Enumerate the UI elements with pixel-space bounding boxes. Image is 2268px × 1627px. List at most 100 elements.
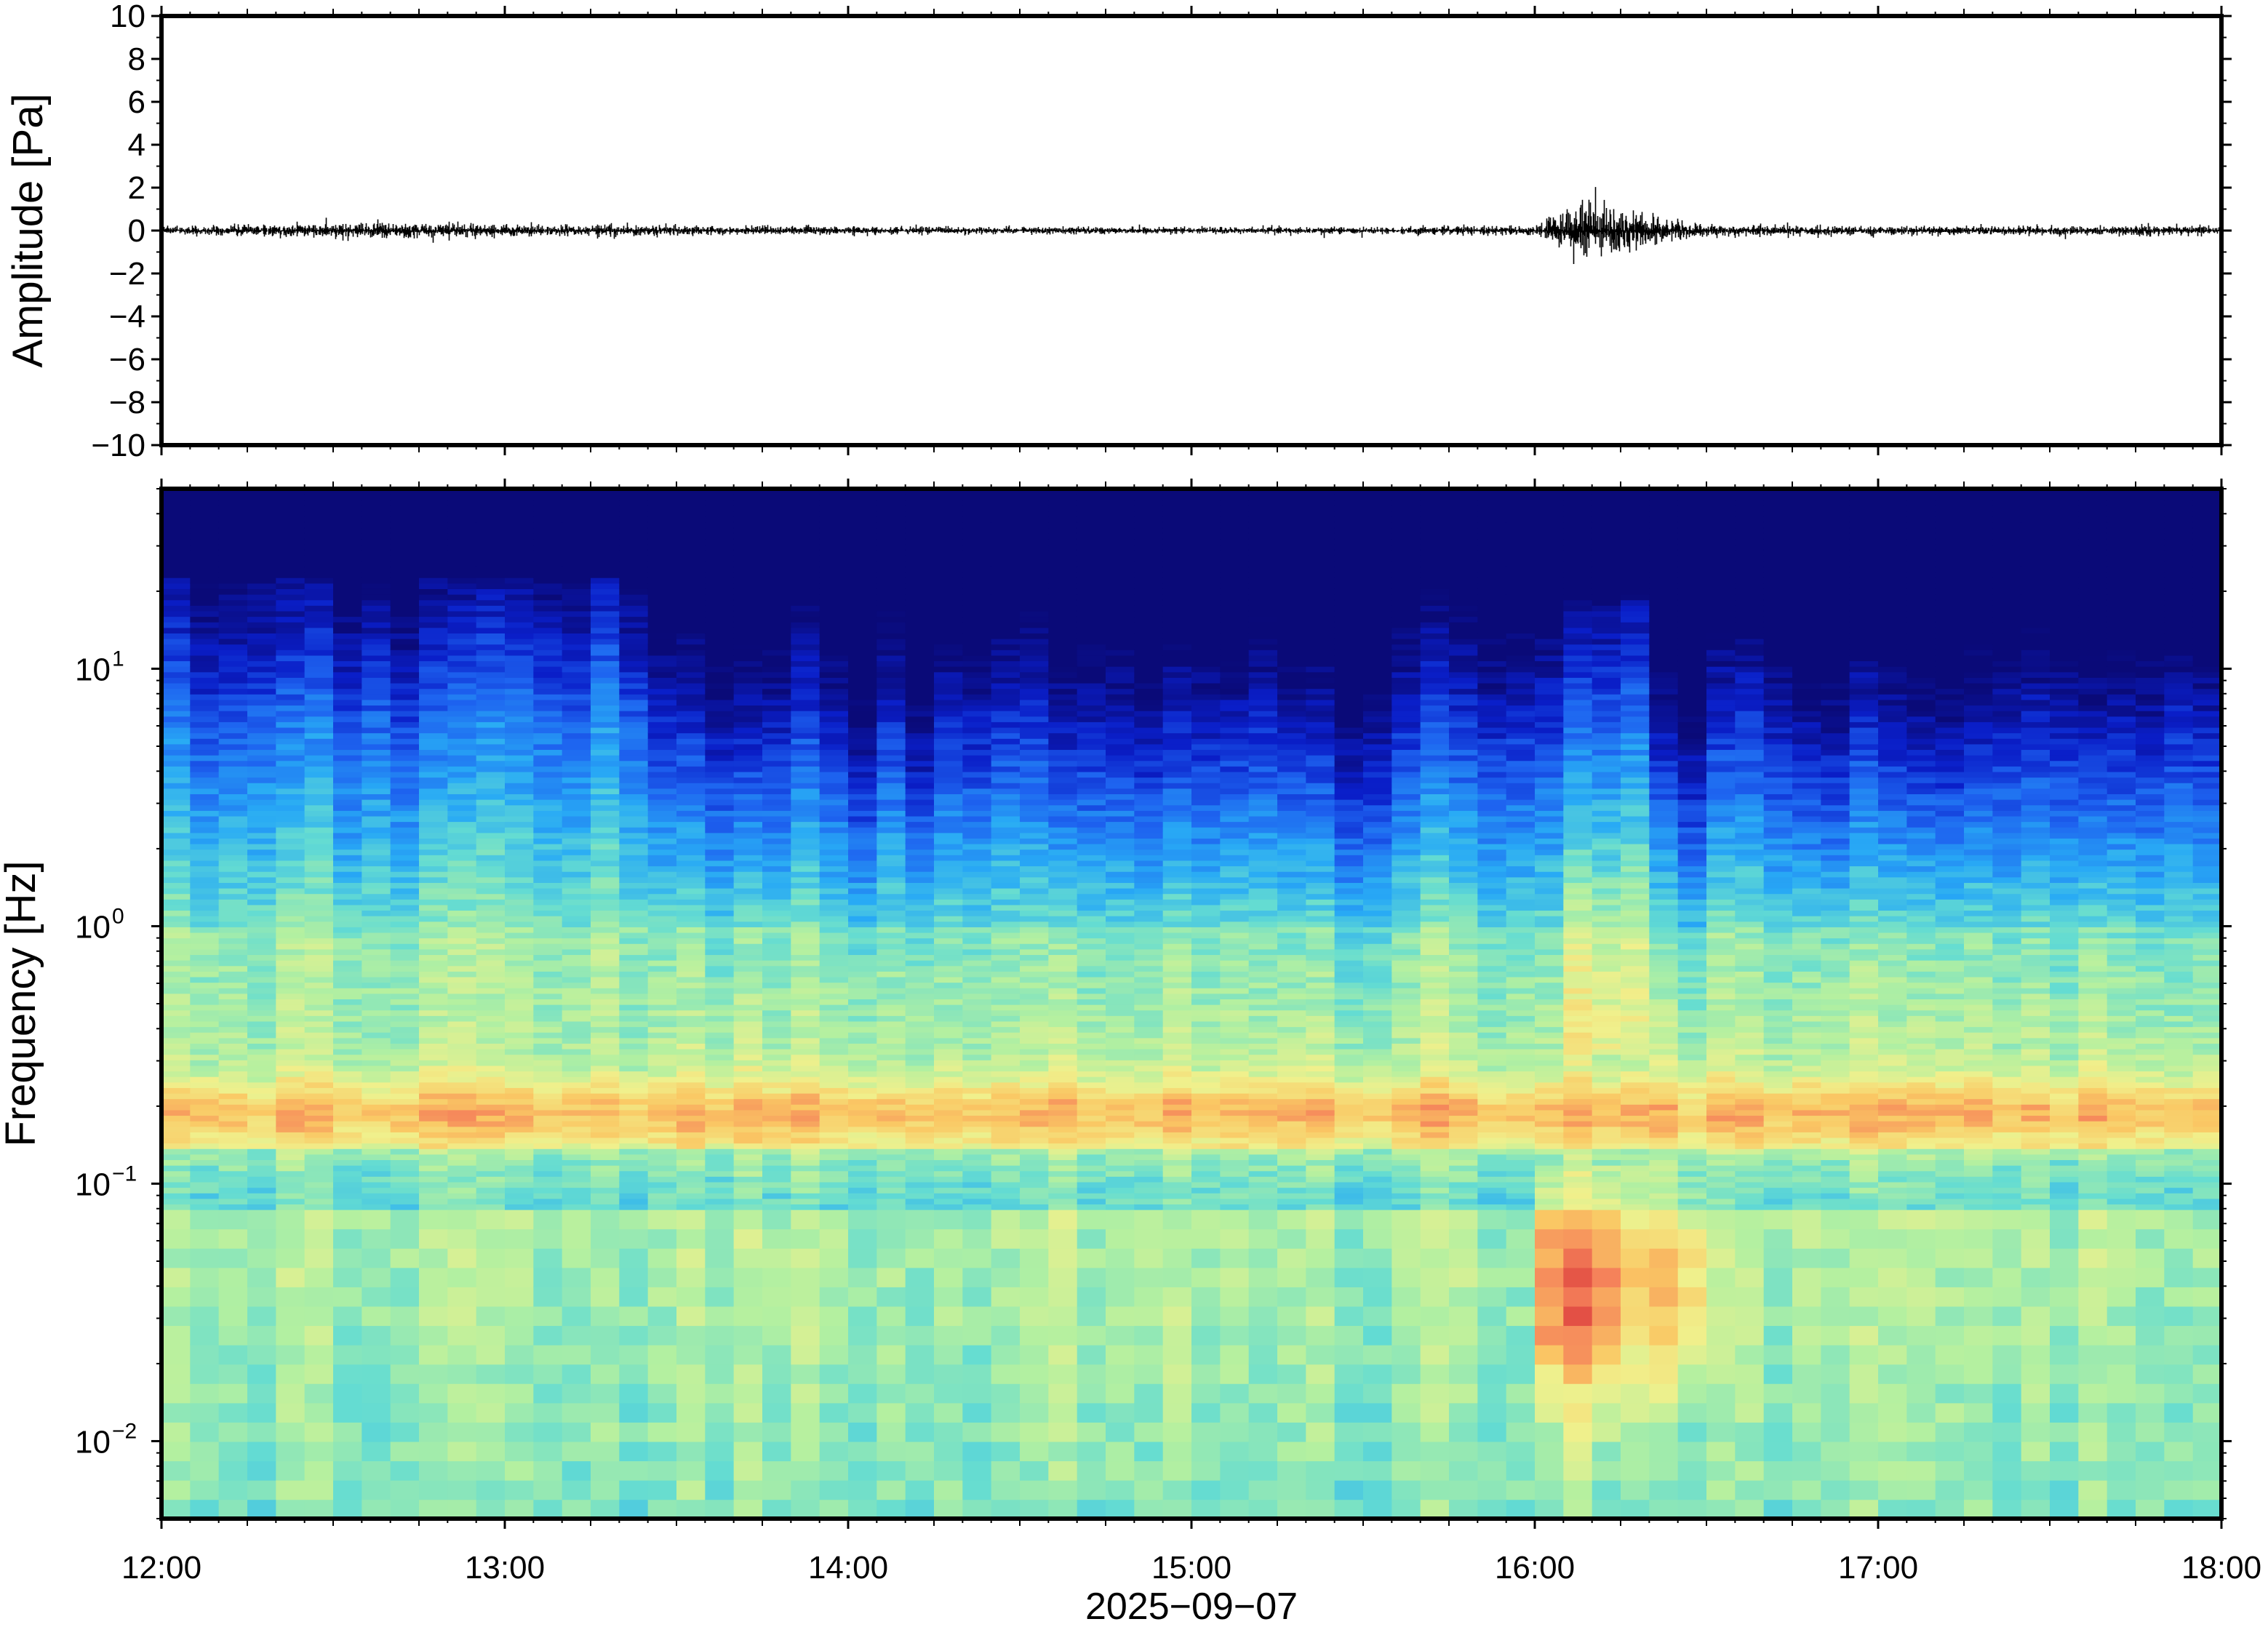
spectrogram-cell — [648, 999, 677, 1004]
spectrogram-cell — [362, 583, 391, 589]
spectrogram-cell — [562, 683, 591, 689]
spectrogram-cell — [419, 943, 448, 949]
spectrogram-cell — [391, 660, 420, 666]
spectrogram-cell — [391, 1060, 420, 1066]
spectrogram-cell — [734, 711, 763, 716]
spectrogram-cell — [705, 916, 734, 922]
spectrogram-cell — [476, 1087, 506, 1093]
spectrogram-cell — [447, 1403, 476, 1423]
spectrogram-cell — [533, 855, 562, 860]
spectrogram-cell — [276, 1026, 305, 1032]
spectrogram-cell — [305, 821, 334, 827]
spectrogram-cell — [962, 1127, 991, 1132]
spectrogram-cell — [734, 1345, 763, 1364]
spectrogram-cell — [906, 1026, 935, 1032]
spectrogram-cell — [391, 827, 420, 833]
spectrogram-cell — [305, 988, 334, 994]
spectrogram-cell — [820, 1228, 849, 1248]
spectrogram-cell — [476, 899, 506, 905]
spectrogram-cell — [820, 550, 849, 556]
spectrogram-cell — [705, 1082, 734, 1088]
spectrogram-cell — [648, 766, 677, 772]
spectrogram-cell — [1048, 1060, 1077, 1066]
spectrogram-cell — [362, 1422, 391, 1442]
spectrogram-cell — [791, 577, 820, 583]
spectrogram-cell — [991, 1098, 1021, 1104]
spectrogram-cell — [591, 777, 620, 783]
spectrogram-cell — [305, 977, 334, 983]
spectrogram-cell — [190, 882, 219, 888]
spectrogram-cell — [276, 1204, 305, 1210]
spectrogram-cell — [247, 594, 276, 600]
spectrogram-cell — [848, 500, 877, 505]
spectrogram-cell — [848, 860, 877, 866]
spectrogram-cell — [476, 844, 506, 850]
spectrogram-cell — [447, 994, 476, 999]
spectrogram-cell — [762, 821, 791, 827]
spectrogram-cell — [619, 954, 648, 960]
spectrogram-cell — [705, 788, 734, 794]
spectrogram-cell — [591, 495, 620, 500]
spectrogram-cell — [934, 960, 963, 966]
spectrogram-cell — [391, 666, 420, 672]
spectrogram-cell — [305, 567, 334, 572]
spectrogram-cell — [505, 1121, 534, 1127]
spectrogram-cell — [762, 888, 791, 894]
spectrogram-cell — [419, 816, 448, 822]
spectrogram-cell — [362, 644, 391, 649]
spectrogram-cell — [1020, 1422, 1049, 1442]
spectrogram-cell — [1020, 833, 1049, 839]
spectrogram-cell — [533, 943, 562, 949]
spectrogram-cell — [419, 561, 448, 567]
spectrogram-cell — [1048, 1143, 1077, 1148]
spectrogram-cell — [533, 727, 562, 733]
spectrogram-cell — [705, 882, 734, 888]
spectrogram-cell — [190, 705, 219, 711]
spectrogram-cell — [762, 999, 791, 1004]
spectrogram-cell — [362, 500, 391, 505]
spectrogram-cell — [505, 965, 534, 971]
spectrogram-cell — [734, 849, 763, 855]
spectrogram-cell — [447, 899, 476, 905]
spectrogram-cell — [648, 577, 677, 583]
spectrogram-cell — [391, 1422, 420, 1442]
spectrogram-cell — [447, 1087, 476, 1093]
spectrogram-cell — [934, 821, 963, 827]
spectrogram-cell — [562, 639, 591, 644]
spectrogram-cell — [791, 971, 820, 977]
spectrogram-cell — [362, 577, 391, 583]
spectrogram-cell — [676, 804, 706, 810]
spectrogram-cell — [934, 1010, 963, 1015]
spectrogram-cell — [391, 1159, 420, 1165]
spectrogram-cell — [305, 700, 334, 705]
spectrogram-cell — [762, 1004, 791, 1010]
spectrogram-cell — [962, 544, 991, 550]
spectrogram-cell — [877, 639, 906, 644]
spectrogram-cell — [247, 500, 276, 505]
spectrogram-cell — [333, 644, 362, 649]
spectrogram-cell — [906, 949, 935, 955]
spectrogram-cell — [591, 877, 620, 883]
spectrogram-cell — [305, 1004, 334, 1010]
spectrogram-cell — [705, 960, 734, 966]
spectrogram-cell — [362, 960, 391, 966]
spectrogram-cell — [762, 660, 791, 666]
spectrogram-cell — [734, 799, 763, 805]
spectrogram-cell — [1077, 905, 1106, 911]
spectrogram-cell — [906, 732, 935, 738]
spectrogram-cell — [562, 1165, 591, 1171]
spectrogram-cell — [848, 994, 877, 999]
spectrogram-cell — [391, 816, 420, 822]
spectrogram-cell — [505, 804, 534, 810]
spectrogram-cell — [562, 905, 591, 911]
spectrogram-cell — [877, 516, 906, 522]
spectrogram-cell — [906, 500, 935, 505]
spectrogram-cell — [1020, 1403, 1049, 1423]
spectrogram-cell — [362, 1127, 391, 1132]
spectrogram-cell — [276, 932, 305, 938]
spectrogram-column — [190, 489, 219, 1519]
spectrogram-cell — [219, 639, 248, 644]
spectrogram-cell — [591, 833, 620, 839]
spectrogram-cell — [362, 716, 391, 721]
spectrogram-cell — [906, 1422, 935, 1442]
